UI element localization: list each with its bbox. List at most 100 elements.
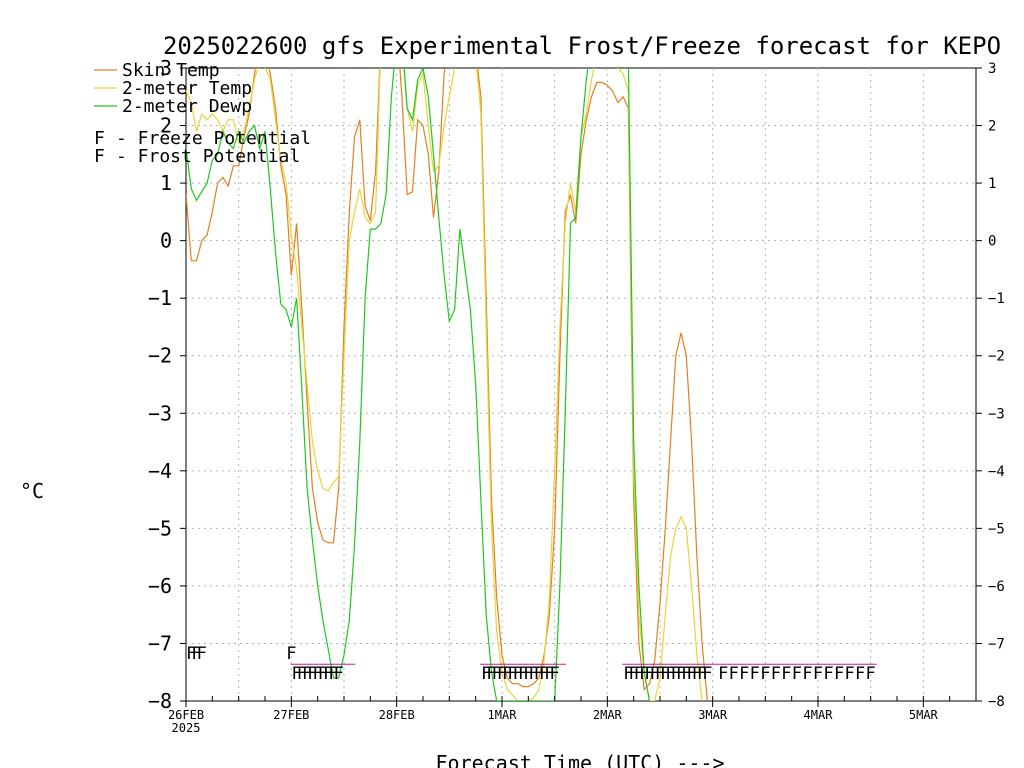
y-tick-label-right: 2 bbox=[988, 119, 996, 135]
frost-marker: F bbox=[286, 644, 296, 664]
freeze-marker: F bbox=[781, 664, 791, 684]
x-tick-label: 5MAR bbox=[909, 708, 939, 722]
freeze-marker: F bbox=[291, 664, 301, 684]
y-tick-label-right: −3 bbox=[988, 406, 1005, 422]
y-tick-label-right: −5 bbox=[988, 521, 1005, 537]
freeze-marker: F bbox=[692, 664, 702, 684]
freeze-marker: F bbox=[676, 664, 686, 684]
freeze-marker: F bbox=[844, 664, 854, 684]
freeze-marker: F bbox=[302, 664, 312, 684]
series-lines bbox=[186, 68, 708, 701]
x-tick-label: 26FEB bbox=[168, 708, 204, 722]
freeze-marker: F bbox=[297, 664, 307, 684]
freeze-marker: F bbox=[528, 664, 538, 684]
freeze-marker: F bbox=[834, 664, 844, 684]
y-tick-label-left: −7 bbox=[148, 631, 172, 655]
frost-marker: F bbox=[197, 644, 207, 664]
freeze-marker: F bbox=[313, 664, 323, 684]
potential-legend-entry: - Frost Potential bbox=[116, 146, 300, 167]
freeze-marker: F bbox=[729, 664, 739, 684]
freeze-marker: F bbox=[481, 664, 491, 684]
freeze-marker: F bbox=[502, 664, 512, 684]
series-line bbox=[186, 68, 703, 701]
freeze-marker: F bbox=[328, 664, 338, 684]
y-tick-label-left: 1 bbox=[160, 171, 172, 195]
legend-entry: Skin Temp bbox=[122, 60, 220, 81]
freeze-marker: F bbox=[634, 664, 644, 684]
freeze-marker: F bbox=[323, 664, 333, 684]
potential-legend-entry: - Freeze Potential bbox=[116, 128, 311, 149]
freeze-marker: F bbox=[697, 664, 707, 684]
legend-entry: 2-meter Dewp bbox=[122, 96, 252, 117]
potential-legend-letter: F bbox=[94, 128, 105, 149]
series-line bbox=[186, 68, 651, 701]
freeze-marker: F bbox=[739, 664, 749, 684]
y-tick-label-right: −1 bbox=[988, 291, 1005, 307]
freeze-marker: F bbox=[665, 664, 675, 684]
freeze-marker: F bbox=[660, 664, 670, 684]
y-tick-label-right: −7 bbox=[988, 636, 1005, 652]
x-tick-label: 4MAR bbox=[804, 708, 834, 722]
freeze-marker: F bbox=[639, 664, 649, 684]
freeze-marker: F bbox=[702, 664, 712, 684]
y-tick-label-right: −2 bbox=[988, 349, 1005, 365]
x-tick-label: 3MAR bbox=[698, 708, 728, 722]
freeze-marker: F bbox=[671, 664, 681, 684]
y-axis-label: °C bbox=[20, 479, 44, 503]
freeze-marker: F bbox=[629, 664, 639, 684]
y-tick-label-right: −4 bbox=[988, 464, 1005, 480]
x-tick-label: 2MAR bbox=[593, 708, 623, 722]
y-tick-label-right: −8 bbox=[988, 694, 1005, 710]
y-tick-label-left: −6 bbox=[148, 574, 172, 598]
freeze-marker: F bbox=[513, 664, 523, 684]
freeze-marker: F bbox=[771, 664, 781, 684]
legend-entry: 2-meter Temp bbox=[122, 78, 252, 99]
freeze-marker: F bbox=[334, 664, 344, 684]
series-line bbox=[186, 68, 708, 701]
x-tick-label: 27FEB bbox=[273, 708, 309, 722]
freeze-marker: F bbox=[507, 664, 517, 684]
freeze-marker: F bbox=[550, 664, 560, 684]
y-tick-label-left: −2 bbox=[148, 344, 172, 368]
y-tick-label-left: 3 bbox=[160, 56, 172, 80]
freeze-marker: F bbox=[534, 664, 544, 684]
freeze-marker: F bbox=[760, 664, 770, 684]
chart-title: 2025022600 gfs Experimental Frost/Freeze… bbox=[163, 32, 1001, 60]
y-tick-label-left: −5 bbox=[148, 516, 172, 540]
y-tick-label-left: 2 bbox=[160, 114, 172, 138]
axis-ticks: −8 −8 −7 −7 −6 −6 −5 −5 −4 −4 −3 −3 −2 −2 −1 −1 0 0 1 1 2 2 3 3… bbox=[148, 56, 1005, 735]
gridlines bbox=[185, 68, 976, 701]
freeze-marker: F bbox=[523, 664, 533, 684]
freeze-marker: F bbox=[544, 664, 554, 684]
freeze-marker: F bbox=[823, 664, 833, 684]
freeze-marker: F bbox=[802, 664, 812, 684]
freeze-marker: F bbox=[318, 664, 328, 684]
freeze-marker: F bbox=[813, 664, 823, 684]
freeze-marker: F bbox=[855, 664, 865, 684]
frost-marker: F bbox=[191, 644, 201, 664]
x-tick-label: 1MAR bbox=[488, 708, 518, 722]
freeze-marker: F bbox=[792, 664, 802, 684]
freeze-marker: F bbox=[866, 664, 876, 684]
x-axis-label: Forecast Time (UTC) ---> bbox=[436, 751, 725, 768]
freeze-marker: F bbox=[686, 664, 696, 684]
freeze-marker: F bbox=[655, 664, 665, 684]
freeze-marker: F bbox=[307, 664, 317, 684]
freeze-marker: F bbox=[650, 664, 660, 684]
freeze-marker: F bbox=[718, 664, 728, 684]
y-tick-label-left: −3 bbox=[148, 401, 172, 425]
freeze-marker: F bbox=[681, 664, 691, 684]
y-tick-label-right: −6 bbox=[988, 579, 1005, 595]
potential-legend-letter: F bbox=[94, 146, 105, 167]
y-tick-label-left: −8 bbox=[148, 689, 172, 713]
freeze-marker: F bbox=[644, 664, 654, 684]
freeze-marker: F bbox=[539, 664, 549, 684]
frost-marker: F bbox=[186, 644, 196, 664]
x-tick-sublabel: 2025 bbox=[172, 721, 201, 735]
y-tick-label-left: −1 bbox=[148, 286, 172, 310]
freeze-marker: F bbox=[623, 664, 633, 684]
x-tick-label: 28FEB bbox=[379, 708, 415, 722]
